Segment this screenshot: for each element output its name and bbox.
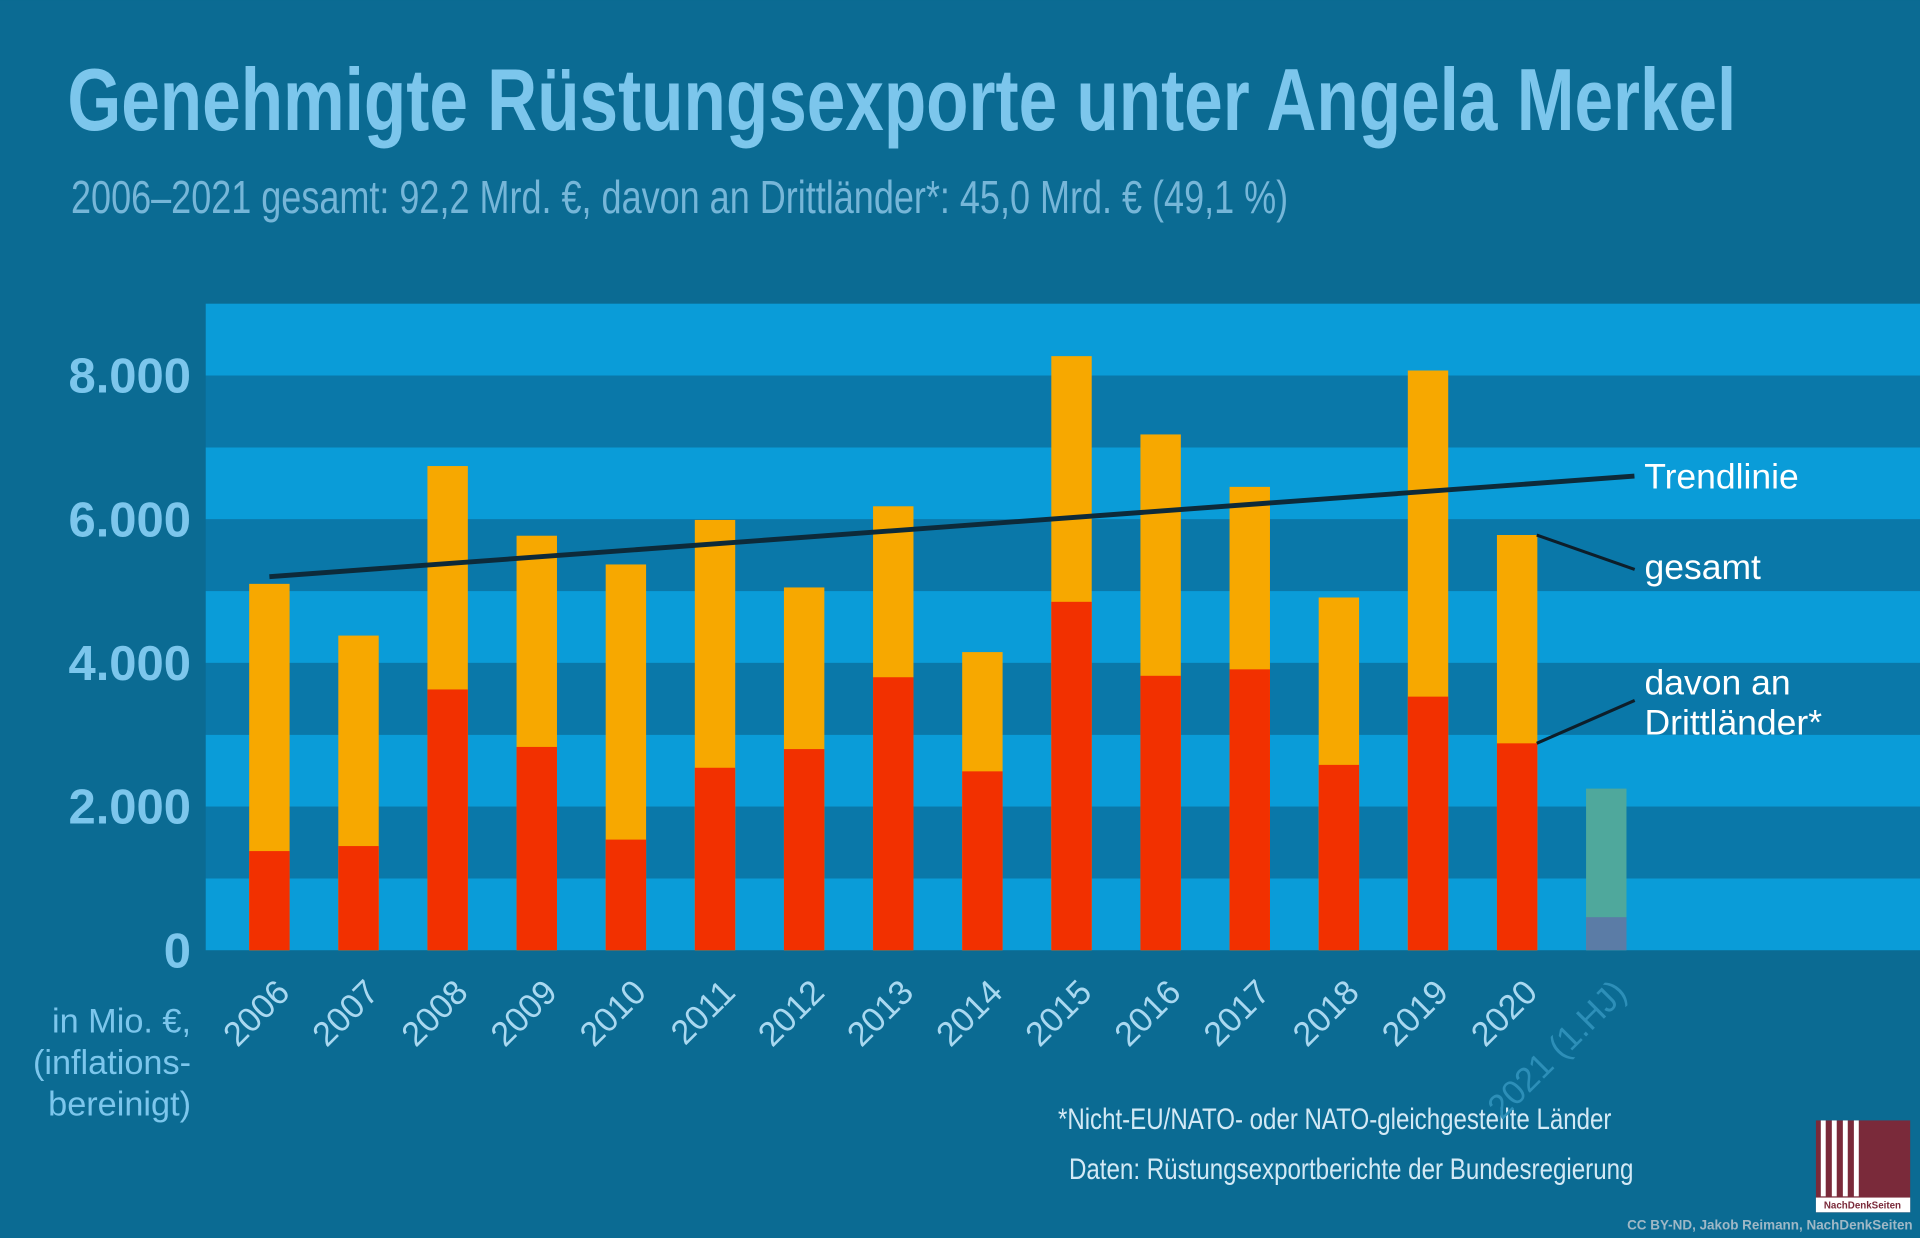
logo-stripe [1831,1120,1837,1197]
leader-line [1536,699,1636,745]
bar [1496,743,1538,951]
bar [962,771,1003,951]
logo-stripe [1842,1120,1848,1197]
footnote: *Nicht-EU/NATO- oder NATO-gleichgestellt… [1058,1103,1612,1136]
bar [1051,601,1092,951]
legend-label-line: davon an [1644,662,1790,702]
bar [338,846,379,951]
logo-text: NachDenkSeiten [1824,1201,1901,1212]
bar [783,749,825,951]
bar [1229,669,1270,951]
bar [1586,917,1627,951]
legend-label-line: Drittländer* [1644,703,1822,743]
logo-band [1815,1197,1911,1213]
trendline [269,473,1635,580]
y-tick-label: 6.000 [68,493,191,547]
bar [249,851,290,951]
y-axis-label-line: in Mio. €, [52,1002,191,1040]
y-tick-label: 0 [164,924,191,978]
y-tick-label: 2.000 [68,781,191,835]
y-axis-label-line: bereinigt) [48,1086,191,1124]
bar [427,689,468,951]
plot-area [205,303,1920,951]
trendline-label: Trendlinie [1644,456,1799,496]
legend-label: davon an Drittländer* [1644,662,1822,742]
source: Daten: Rüstungsexportberichte der Bundes… [1069,1153,1633,1186]
bar [1318,764,1360,951]
y-axis-label: in Mio. €, (inflations-bereinigt) [33,1002,191,1123]
bar [1140,675,1181,951]
logo-stripe [1820,1120,1826,1197]
chart-subtitle: 2006–2021 gesamt: 92,2 Mrd. €, davon an … [71,171,1288,223]
logo: NachDenkSeiten [1815,1120,1911,1213]
bar [694,767,736,951]
bar [1407,696,1449,951]
legend-label: gesamt [1644,547,1761,587]
y-tick-label: 4.000 [68,637,191,691]
bar [605,839,647,951]
bar [873,677,914,951]
chart-title: Genehmigte Rüstungsexporte unter Angela … [67,50,1736,149]
leader-line [1536,533,1636,571]
y-axis-label-line: (inflations- [33,1044,191,1082]
bar [516,746,557,951]
logo-box [1815,1120,1911,1213]
logo-stripe [1853,1120,1859,1197]
y-tick-label: 8.000 [68,350,191,404]
credit: CC BY-ND, Jakob Reimann, NachDenkSeiten [1627,1217,1913,1232]
